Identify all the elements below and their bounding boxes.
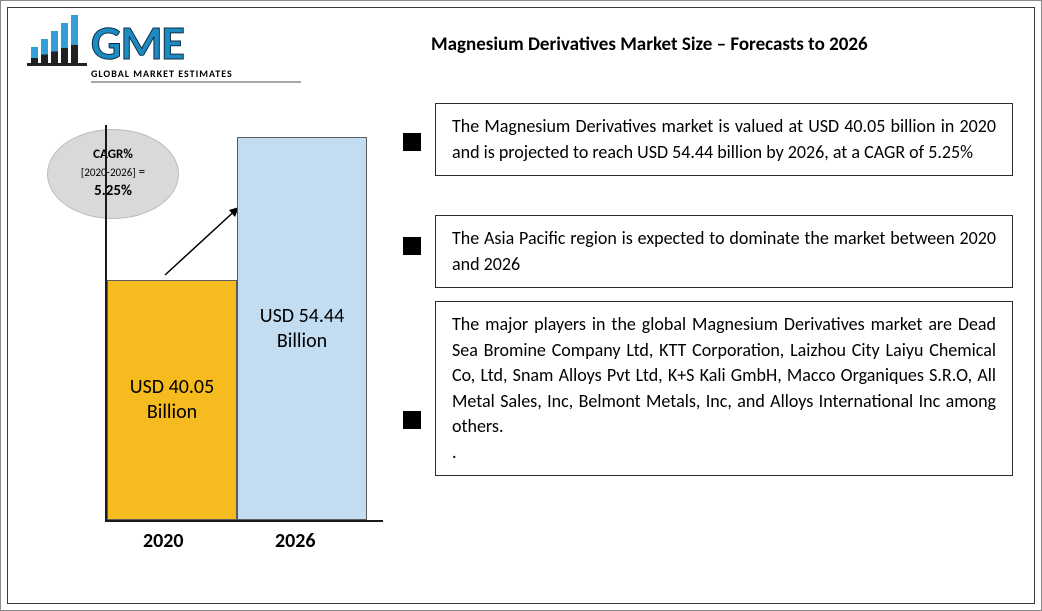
cagr-badge: CAGR% [2020-2026] = 5.25% [47,129,179,219]
bullet-marker-icon [403,411,421,429]
page-title: Magnesium Derivatives Market Size – Fore… [431,33,868,56]
cagr-range: [2020-2026] [81,166,136,179]
logo-underline [91,81,301,83]
bullet-box-3: The major players in the global Magnesiu… [435,301,1013,476]
cagr-equals: = [139,165,145,180]
logo-text: GME GLOBAL MARKET ESTIMATES [91,19,301,83]
bar-chart: CAGR% [2020-2026] = 5.25% USD 40.05 Bill… [63,125,383,555]
bullet-marker-icon [403,133,421,151]
bullet-text-2: The Asia Pacific region is expected to d… [452,227,996,275]
x-axis [105,520,383,522]
logo-main-text: GME [91,19,301,67]
bar-2020: USD 40.05 Billion [107,280,237,520]
x-label-2020: 2020 [143,529,184,553]
bar-2026-label: USD 54.44 Billion [238,304,366,354]
logo-bars-icon [29,19,85,65]
bullet-box-2: The Asia Pacific region is expected to d… [435,215,1013,288]
bar-2020-label: USD 40.05 Billion [108,375,236,425]
logo: GME GLOBAL MARKET ESTIMATES [29,19,301,83]
x-label-2026: 2026 [275,529,316,553]
bullet-text-1: The Magnesium Derivatives market is valu… [452,115,996,163]
cagr-line1: CAGR% [93,146,133,164]
bullet-marker-icon [403,237,421,255]
bullet-text-3: The major players in the global Magnesiu… [452,313,996,437]
cagr-line2: [2020-2026] = [81,164,145,182]
cagr-value: 5.25% [94,181,132,201]
bar-2026: USD 54.44 Billion [237,137,367,520]
bullet-box-1: The Magnesium Derivatives market is valu… [435,103,1013,176]
logo-tagline: GLOBAL MARKET ESTIMATES [91,69,301,79]
